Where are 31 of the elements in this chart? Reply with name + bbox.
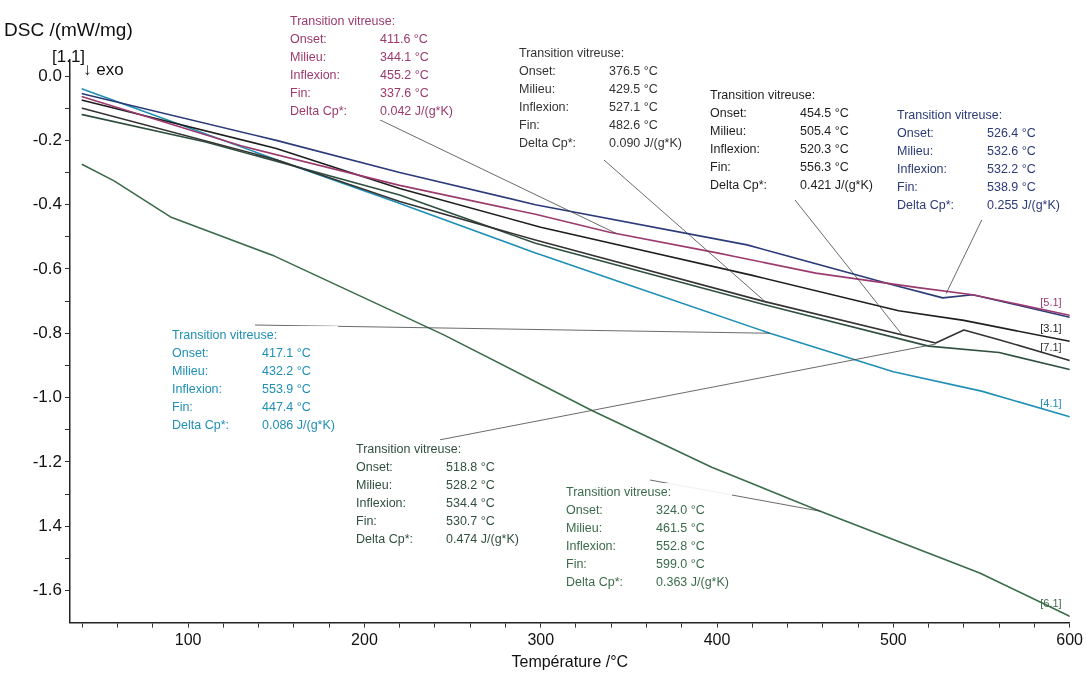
series-label: [6.1]: [1040, 596, 1062, 609]
y-tick-label: -0.4: [32, 194, 62, 214]
series-label: [3.1]: [1040, 321, 1062, 334]
x-axis-title: Température /°C: [511, 652, 629, 670]
x-tick-label: 600: [1056, 630, 1084, 648]
annotation: Transition vitreuse: Onset: 411.6 °C Milieu: 344.1 °C Inflexion: 455.2 °C Fin: 337.6 °C Delta Cp*: 0.042 J/(g*K): [287, 12, 456, 120]
y-tick-label: 0.0: [38, 65, 62, 85]
annotation: Transition vitreuse: Onset: 518.8 °C Milieu: 528.2 °C Inflexion: 534.4 °C Fin: 530.7 °C Delta Cp*: 0.474 J/(g*K): [353, 440, 522, 548]
x-tick-label: 200: [351, 630, 378, 648]
y-tick-label: -1.2: [32, 451, 62, 471]
annotation: Transition vitreuse: Onset: 324.0 °C Milieu: 461.5 °C Inflexion: 552.8 °C Fin: 599.0 °C Delta Cp*: 0.363 J/(g*K): [563, 483, 732, 591]
y-tick-label: -1.0: [32, 387, 62, 407]
x-tick-label: 300: [527, 630, 555, 648]
series-label: [5.1]: [1040, 295, 1062, 308]
annotation: [1.1]: [52, 47, 86, 66]
y-tick-label: 1.4: [38, 515, 62, 535]
x-tick-label: 500: [880, 630, 907, 648]
y-tick-label: -1.6: [32, 580, 62, 600]
annotation: Transition vitreuse: Onset: 454.5 °C Milieu: 505.4 °C Inflexion: 520.3 °C Fin: 556.3 °C Delta Cp*: 0.421 J/(g*K): [707, 86, 876, 194]
y-tick-label: -0.8: [32, 322, 62, 342]
x-tick-label: 400: [703, 630, 731, 648]
annotation: Transition vitreuse: Onset: 526.4 °C Milieu: 532.6 °C Inflexion: 532.2 °C Fin: 538.9 °C Delta Cp*: 0.255 J/(g*K): [894, 106, 1063, 214]
y-tick-label: -0.6: [32, 258, 62, 278]
series-label: [4.1]: [1040, 397, 1062, 410]
y-axis-title: DSC /(mW/mg): [4, 19, 133, 40]
annotation: Transition vitreuse: Onset: 417.1 °C Milieu: 432.2 °C Inflexion: 553.9 °C Fin: 447.4 °C Delta Cp*: 0.086 J/(g*K): [169, 326, 338, 434]
annotation: Transition vitreuse: Onset: 376.5 °C Milieu: 429.5 °C Inflexion: 527.1 °C Fin: 482.6 °C Delta Cp*: 0.090 J/(g*K): [516, 44, 685, 152]
x-tick-label: 100: [174, 630, 202, 648]
y-tick-label: -0.2: [32, 130, 62, 150]
annotation: ↓ exo: [83, 60, 124, 79]
series-label: [7.1]: [1040, 341, 1062, 354]
